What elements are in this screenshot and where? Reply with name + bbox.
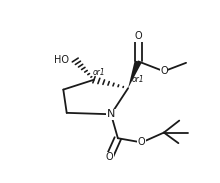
Text: or1: or1 [93, 68, 106, 77]
Text: O: O [138, 137, 146, 147]
Text: O: O [160, 66, 168, 76]
Text: O: O [106, 152, 113, 162]
Text: HO: HO [54, 55, 69, 65]
Text: O: O [134, 31, 142, 41]
Text: or1: or1 [132, 75, 144, 84]
Polygon shape [128, 60, 142, 88]
Text: N: N [107, 109, 115, 119]
